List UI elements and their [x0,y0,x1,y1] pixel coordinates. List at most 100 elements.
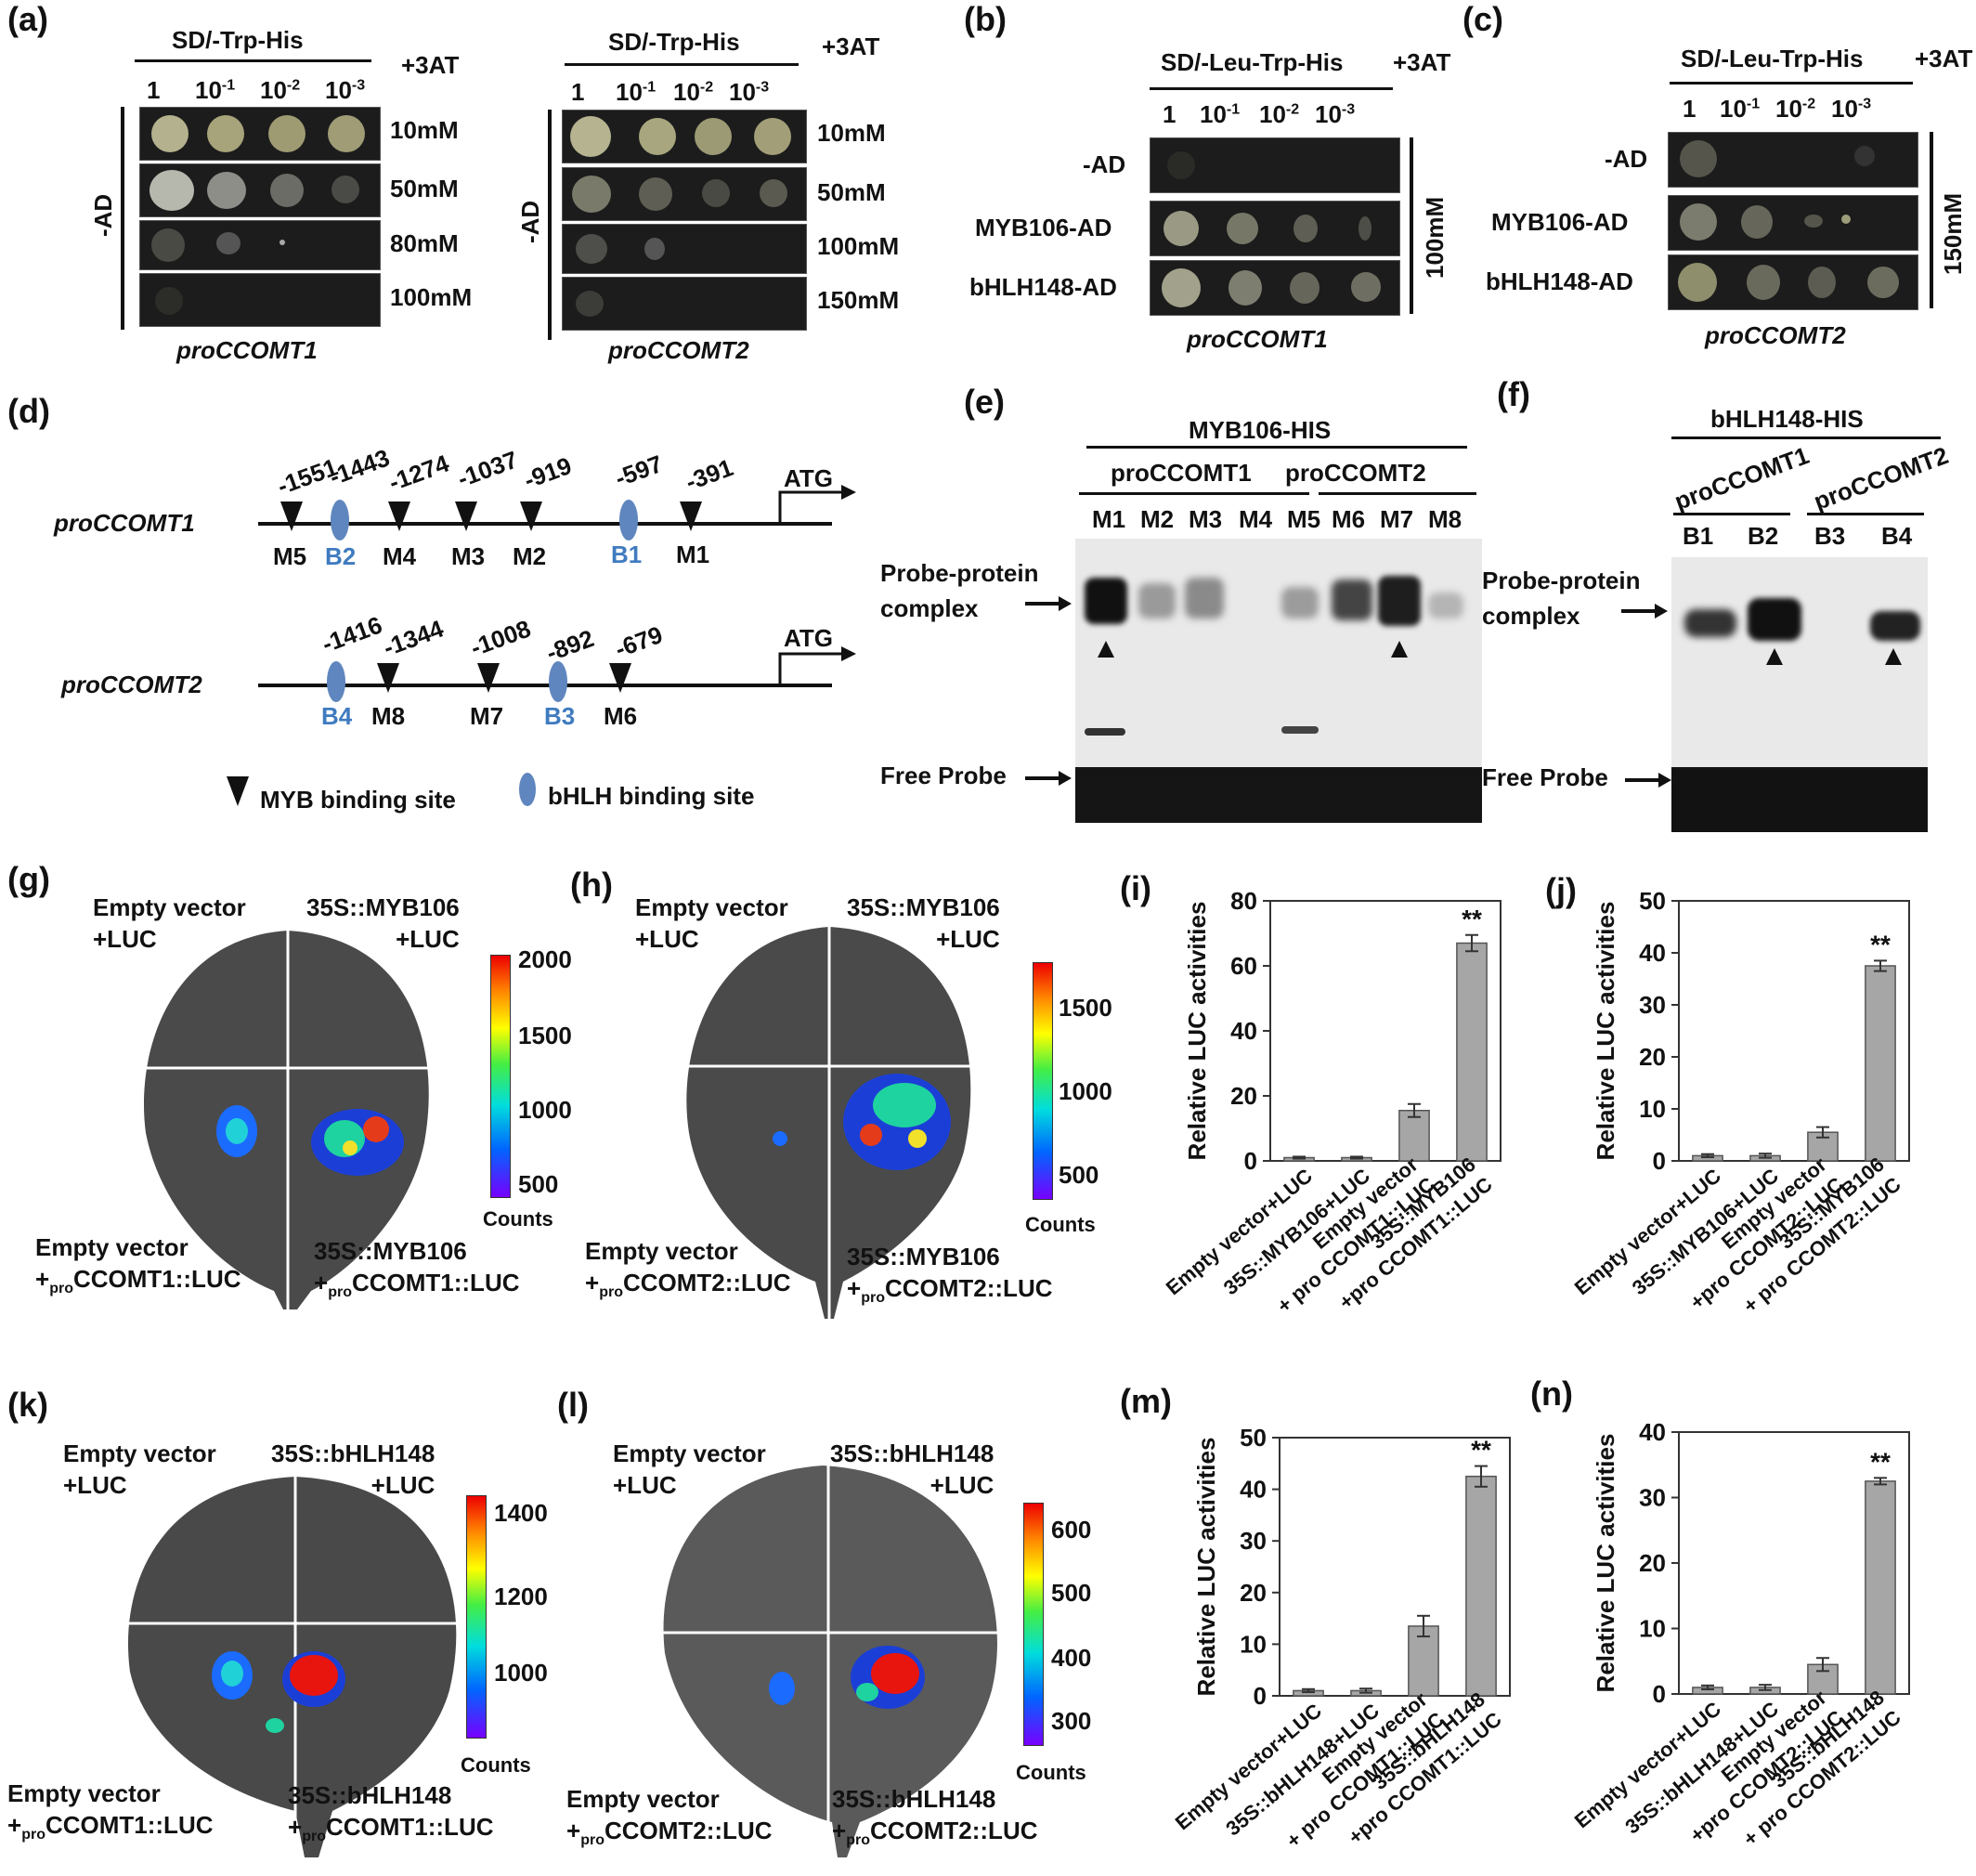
colony-spot [1680,203,1717,241]
row-label: 50mM [817,178,886,206]
free-probe-label: Free Probe [1482,763,1608,791]
side-label: -AD [89,193,117,237]
leaf-quadrant-label: Empty vector +proCCOMT2::LUC [585,1237,791,1301]
complex-band [1332,580,1372,620]
gel-group-label: proCCOMT2 [1810,440,1953,516]
bhlh-site-marker [619,500,638,541]
row-label: bHLH148-AD [969,273,1117,301]
scale-tick: 1200 [494,1583,548,1610]
marker-triangle [1766,648,1902,665]
medium-label: SD/-Trp-His [608,28,740,56]
gel-group-label: proCCOMT1 [1111,459,1252,487]
colony-spot [1804,215,1823,228]
bar [1456,942,1488,1162]
colony-spot [207,172,246,209]
color-scale-bar [1033,962,1053,1200]
site-name: B4 [321,702,353,730]
leaf-quadrant-label: 35S::bHLH148 +proCCOMT2::LUC [832,1785,1038,1849]
panel-label-d: (d) [7,392,50,430]
significance-label: ** [1462,905,1482,933]
row-label: -AD [1605,145,1648,173]
myb-site-marker [388,502,410,531]
y-tick-label: 30 [1639,991,1666,1019]
dilution-1: 10-1 [616,78,656,106]
additive-label: +3AT [1915,45,1973,72]
gel-title: bHLH148-HIS [1710,405,1864,433]
panel-label-l: (l) [557,1386,589,1424]
scale-label: Counts [483,1207,553,1231]
panel-label-k: (k) [7,1386,48,1424]
dilution-1: 10-1 [1200,100,1241,128]
colony-spot [1162,268,1201,307]
row-label: 100mM [817,232,900,260]
leaf-quadrant-label: Empty vector +LUC [635,893,788,953]
complex-band [1870,611,1920,641]
medium-underline [135,59,371,62]
plate-row [562,277,807,331]
marker-triangle [1098,641,1408,658]
leaf-image [656,1458,1008,1857]
myb-site-marker [609,663,631,693]
colony-spot [280,240,285,245]
dilution-2: 10-2 [673,78,714,106]
dilution-3: 10-3 [1831,95,1872,123]
colony-spot [1854,146,1875,166]
dilution-header: 1 10-1 10-2 10-3 [562,74,803,108]
y-axis-label: Relative LUC activities [1192,1438,1220,1697]
concentration-label: 150mM [1939,192,1967,275]
leaf-quadrant-label: Empty vector +LUC [63,1440,216,1499]
dilution-0: 1 [147,76,161,104]
colony-spot [270,174,304,207]
scale-tick: 2000 [518,945,572,973]
gel-lane-labels: B1 B2 B3 B4 [1673,522,1943,554]
legend-myb: MYB binding site [260,786,456,814]
tss-arrowhead [841,485,856,500]
colony-spot [155,287,183,315]
plate-row [1150,201,1400,256]
colony-spot [1678,263,1717,302]
panel-label-h: (h) [570,866,613,904]
colony-spot [644,238,665,260]
plate-caption: proCCOMT2 [608,336,749,364]
complex-band [1085,578,1127,624]
panel-label-i: (i) [1120,869,1151,907]
y-tick-label: 10 [1639,1615,1666,1643]
dilution-3: 10-3 [1315,100,1356,128]
bar [1465,1475,1497,1697]
lane-label: B1 [1683,522,1714,550]
scale-tick: 1000 [494,1659,548,1687]
y-tick-label: 0 [1653,1680,1666,1708]
leaf-quadrant-label: 35S::MYB106 +proCCOMT2::LUC [847,1243,1053,1307]
complex-label: Probe-protein complex [880,559,1039,622]
scale-tick: 500 [1059,1161,1099,1189]
leaf-quadrant-label: Empty vector +proCCOMT1::LUC [7,1779,214,1843]
medium-label: SD/-Leu-Trp-His [1681,45,1864,72]
gel-group-underline [1319,492,1476,495]
plate-row [139,220,381,270]
colony-spot [695,118,732,155]
y-tick-label: 50 [1639,887,1666,915]
colony-spot [1808,267,1836,298]
plate-row [1668,254,1918,310]
complex-band [1281,587,1319,619]
plot-frame [1678,900,1910,1162]
scale-tick: 1000 [518,1096,572,1124]
colony-spot [216,232,240,254]
shift-band [1085,728,1125,736]
colony-spot [639,177,672,211]
bhlh-site-marker [549,661,567,702]
plate-row [1150,137,1400,193]
scale-label: Counts [1016,1761,1086,1784]
colony-spot [268,115,306,152]
y-tick-label: 50 [1240,1424,1267,1452]
dilution-0: 1 [1163,100,1176,128]
significance-label: ** [1870,930,1891,958]
plate-row [139,163,381,217]
color-scale-bar [1023,1503,1044,1746]
tss-label: ATG [784,624,833,652]
y-tick-label: 10 [1240,1630,1267,1658]
leaf-quadrant-label: Empty vector +LUC [93,893,246,953]
colony-spot [1741,205,1773,239]
